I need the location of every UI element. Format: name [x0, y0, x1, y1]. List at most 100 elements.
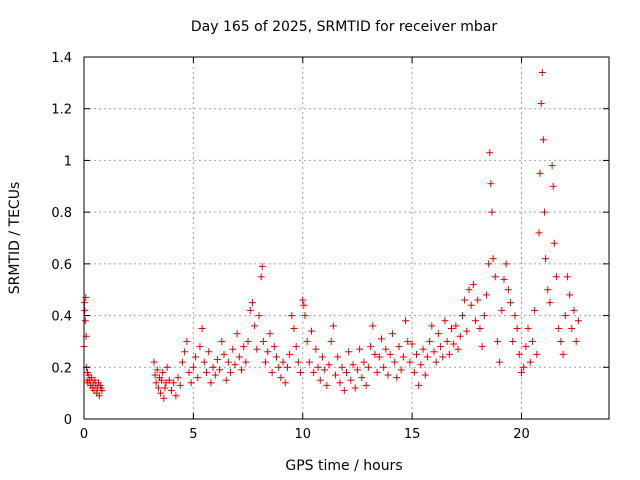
data-point	[437, 343, 445, 351]
data-point	[82, 293, 90, 301]
data-point	[542, 255, 550, 263]
data-point	[194, 374, 202, 382]
data-point	[539, 136, 547, 144]
x-tick-label: 10	[294, 427, 311, 442]
data-point	[268, 368, 276, 376]
data-point	[303, 337, 311, 345]
data-point	[426, 337, 434, 345]
data-point	[388, 330, 396, 338]
data-point	[441, 317, 449, 325]
data-point	[488, 208, 496, 216]
data-point	[528, 337, 536, 345]
data-point	[557, 337, 565, 345]
data-point	[297, 368, 305, 376]
data-point	[415, 381, 423, 389]
data-point	[323, 381, 331, 389]
data-point	[369, 322, 377, 330]
data-point	[318, 353, 326, 361]
data-point	[358, 374, 366, 382]
data-point	[367, 343, 375, 351]
data-point	[555, 325, 563, 332]
data-point	[384, 371, 392, 379]
data-point	[395, 343, 403, 351]
data-point	[95, 392, 103, 400]
data-point	[478, 343, 486, 351]
data-point	[382, 345, 390, 353]
data-point	[294, 358, 302, 366]
data-point	[308, 327, 315, 335]
data-point	[502, 260, 510, 268]
data-point	[356, 345, 364, 353]
data-point	[465, 286, 473, 294]
data-point	[332, 371, 340, 379]
data-point	[509, 337, 517, 345]
y-tick-label: 0	[64, 413, 72, 428]
data-point	[187, 379, 195, 387]
data-point	[498, 306, 506, 314]
data-point	[283, 363, 291, 371]
data-point	[570, 306, 578, 314]
data-point	[413, 350, 420, 358]
data-point	[257, 273, 265, 281]
data-point	[343, 368, 350, 376]
data-point	[480, 312, 488, 320]
data-point	[445, 350, 453, 358]
data-point	[526, 358, 534, 366]
data-point	[472, 317, 480, 325]
data-point	[511, 312, 519, 320]
data-point	[399, 353, 407, 361]
data-point	[305, 358, 313, 366]
data-point	[373, 368, 381, 376]
data-point	[362, 381, 370, 389]
y-tick-label: 0.2	[51, 361, 72, 376]
y-tick-label: 0.4	[51, 310, 72, 325]
data-point	[329, 322, 337, 330]
data-point	[205, 348, 213, 356]
data-point	[152, 379, 160, 387]
data-point	[321, 366, 329, 374]
data-point	[174, 374, 182, 382]
data-point	[410, 368, 418, 376]
y-tick-label: 0.8	[51, 206, 72, 221]
data-point	[273, 353, 280, 361]
data-point	[559, 350, 567, 358]
data-points	[80, 69, 582, 402]
data-point	[227, 368, 235, 376]
data-point	[209, 363, 217, 371]
data-point	[154, 384, 162, 392]
data-point	[325, 361, 333, 369]
y-axis-ticks: 0 0.2 0.4 0.6 0.8 1 1.2 1.4	[51, 51, 609, 428]
data-point	[281, 379, 289, 387]
plot-frame	[83, 56, 610, 420]
data-point	[153, 366, 161, 374]
data-point	[300, 301, 308, 309]
data-point	[248, 299, 256, 307]
grid-lines	[84, 57, 609, 419]
data-point	[81, 317, 89, 325]
data-point	[218, 337, 226, 345]
data-point	[458, 312, 466, 320]
data-point	[476, 325, 484, 332]
data-point	[229, 345, 237, 353]
data-point	[178, 358, 186, 366]
y-tick-label: 1	[64, 154, 72, 169]
data-point	[419, 345, 427, 353]
data-point	[211, 371, 219, 379]
data-point	[461, 296, 469, 304]
data-point	[456, 332, 464, 340]
data-point	[378, 335, 385, 343]
data-point	[198, 325, 206, 332]
data-point	[487, 180, 495, 188]
data-point	[170, 379, 178, 387]
data-point	[255, 312, 263, 320]
data-point	[290, 325, 298, 332]
data-point	[270, 343, 278, 351]
data-point	[408, 340, 416, 348]
data-point	[224, 358, 232, 366]
data-point	[536, 169, 544, 177]
data-point	[292, 343, 300, 351]
data-point	[434, 330, 442, 338]
data-point	[220, 350, 228, 358]
data-point	[469, 281, 477, 289]
x-tick-label: 15	[404, 427, 421, 442]
